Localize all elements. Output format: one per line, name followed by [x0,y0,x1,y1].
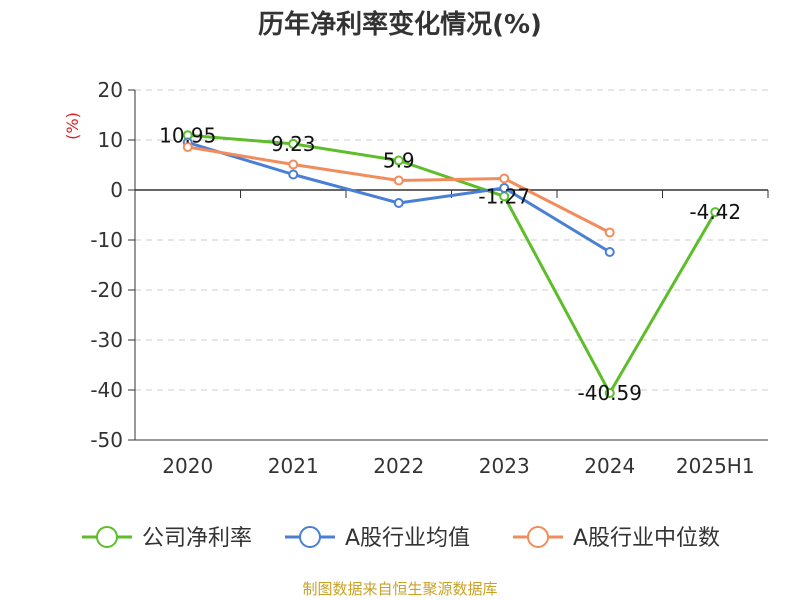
data-label: -1.27 [478,184,530,208]
data-labels: 10.95 9.23 5.9 -1.27 -40.59 -4.42 [159,123,741,405]
data-point [288,169,299,180]
x-tick-label: 2020 [162,454,213,478]
y-tick-label: -10 [90,228,123,252]
axes: 20 10 0 -10 -20 -30 -40 -50 2020 2021 2022 2023 2024… [63,78,769,478]
y-tick-label: 20 [98,78,123,102]
x-tick-label: 2022 [373,454,424,478]
y-tick-label: 0 [110,178,123,202]
grid-lines [135,89,768,441]
legend-marker [527,526,549,548]
data-point [182,142,193,152]
data-label: -40.59 [578,381,642,405]
y-tick-label: -20 [90,278,123,302]
x-tick-label: 2024 [584,454,635,478]
data-point [499,183,510,193]
x-tick-label: 2023 [479,454,530,478]
data-label: 9.23 [271,132,316,156]
x-tick-label: 2021 [268,454,319,478]
x-tick-label: 2025H1 [676,454,755,478]
chart-title: 历年净利率变化情况(%) [258,10,542,40]
data-point [288,138,299,149]
data-point [393,175,404,186]
y-tick-label: -40 [90,378,123,402]
data-label: -4.42 [689,200,741,224]
data-point [499,173,510,184]
legend-label: A股行业均值 [345,526,470,551]
data-label: 5.9 [383,149,415,173]
data-point [710,207,721,218]
source-note: 制图数据来自恒生聚源数据库 [302,580,498,598]
data-point [393,198,404,208]
legend-marker [96,526,118,548]
legend-marker [299,526,321,548]
series-line [187,133,717,395]
series-lines [182,130,721,398]
data-point [604,387,615,398]
legend-label: 公司净利率 [142,526,252,551]
data-point [393,155,404,166]
data-point [604,227,615,238]
y-tick-label: 10 [98,128,123,152]
y-tick-label: -30 [90,328,123,352]
data-label: 10.95 [159,123,216,147]
legend: 公司净利率 A股行业均值 A股行业中位数 [82,526,720,551]
legend-label: A股行业中位数 [573,526,720,551]
y-axis-unit-label: (%) [63,112,82,140]
data-point [288,159,299,170]
data-point [604,247,615,257]
y-tick-label: -50 [90,428,123,452]
